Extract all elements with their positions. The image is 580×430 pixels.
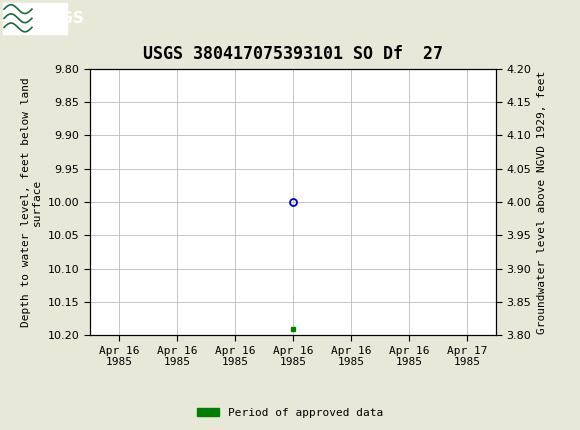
Y-axis label: Depth to water level, feet below land
surface: Depth to water level, feet below land su… [20, 77, 42, 327]
Y-axis label: Groundwater level above NGVD 1929, feet: Groundwater level above NGVD 1929, feet [536, 71, 547, 334]
Text: USGS: USGS [38, 11, 85, 26]
Bar [3, 3, 67, 34]
Title: USGS 380417075393101 SO Df  27: USGS 380417075393101 SO Df 27 [143, 45, 443, 63]
Legend: Period of approved data: Period of approved data [193, 403, 387, 422]
